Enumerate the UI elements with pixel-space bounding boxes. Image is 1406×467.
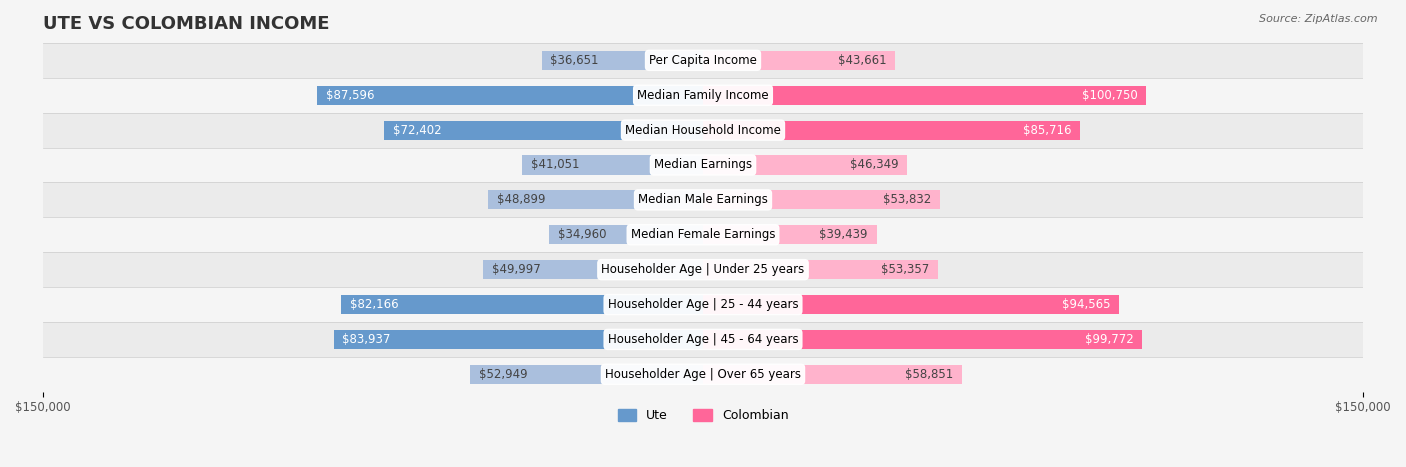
- Bar: [42, 322, 1364, 357]
- Bar: [482, 260, 703, 279]
- Bar: [541, 51, 703, 70]
- Bar: [703, 190, 941, 210]
- Bar: [703, 365, 962, 384]
- Bar: [333, 330, 703, 349]
- Bar: [42, 183, 1364, 217]
- Bar: [522, 156, 703, 175]
- Text: $53,357: $53,357: [880, 263, 929, 276]
- Text: $49,997: $49,997: [492, 263, 540, 276]
- Text: $53,832: $53,832: [883, 193, 931, 206]
- Text: Median Earnings: Median Earnings: [654, 158, 752, 171]
- Text: Median Family Income: Median Family Income: [637, 89, 769, 102]
- Text: $48,899: $48,899: [496, 193, 546, 206]
- Text: Source: ZipAtlas.com: Source: ZipAtlas.com: [1260, 14, 1378, 24]
- Text: $94,565: $94,565: [1062, 298, 1111, 311]
- Text: $85,716: $85,716: [1024, 124, 1071, 137]
- Text: $83,937: $83,937: [343, 333, 391, 346]
- Text: $72,402: $72,402: [394, 124, 441, 137]
- Bar: [42, 217, 1364, 252]
- Bar: [550, 225, 703, 244]
- Bar: [342, 295, 703, 314]
- Bar: [42, 43, 1364, 78]
- Text: Householder Age | Over 65 years: Householder Age | Over 65 years: [605, 368, 801, 381]
- Bar: [470, 365, 703, 384]
- Bar: [703, 85, 1146, 105]
- Bar: [703, 51, 896, 70]
- Text: Median Male Earnings: Median Male Earnings: [638, 193, 768, 206]
- Text: Per Capita Income: Per Capita Income: [650, 54, 756, 67]
- Text: $34,960: $34,960: [558, 228, 606, 241]
- Bar: [42, 148, 1364, 183]
- Bar: [42, 287, 1364, 322]
- Text: $43,661: $43,661: [838, 54, 886, 67]
- Text: UTE VS COLOMBIAN INCOME: UTE VS COLOMBIAN INCOME: [42, 15, 329, 33]
- Text: $82,166: $82,166: [350, 298, 399, 311]
- Bar: [384, 120, 703, 140]
- Text: $41,051: $41,051: [531, 158, 579, 171]
- Text: Householder Age | Under 25 years: Householder Age | Under 25 years: [602, 263, 804, 276]
- Bar: [42, 252, 1364, 287]
- Text: $39,439: $39,439: [820, 228, 868, 241]
- Bar: [42, 113, 1364, 148]
- Bar: [703, 156, 907, 175]
- Bar: [703, 260, 938, 279]
- Text: Householder Age | 45 - 64 years: Householder Age | 45 - 64 years: [607, 333, 799, 346]
- Legend: Ute, Colombian: Ute, Colombian: [613, 404, 793, 427]
- Bar: [42, 357, 1364, 392]
- Bar: [318, 85, 703, 105]
- Bar: [703, 120, 1080, 140]
- Text: Householder Age | 25 - 44 years: Householder Age | 25 - 44 years: [607, 298, 799, 311]
- Text: Median Household Income: Median Household Income: [626, 124, 780, 137]
- Bar: [703, 225, 876, 244]
- Bar: [703, 330, 1142, 349]
- Text: $87,596: $87,596: [326, 89, 375, 102]
- Bar: [42, 78, 1364, 113]
- Text: Median Female Earnings: Median Female Earnings: [631, 228, 775, 241]
- Text: $36,651: $36,651: [551, 54, 599, 67]
- Text: $52,949: $52,949: [479, 368, 527, 381]
- Text: $46,349: $46,349: [849, 158, 898, 171]
- Text: $100,750: $100,750: [1081, 89, 1137, 102]
- Text: $99,772: $99,772: [1084, 333, 1133, 346]
- Bar: [488, 190, 703, 210]
- Bar: [703, 295, 1119, 314]
- Text: $58,851: $58,851: [905, 368, 953, 381]
